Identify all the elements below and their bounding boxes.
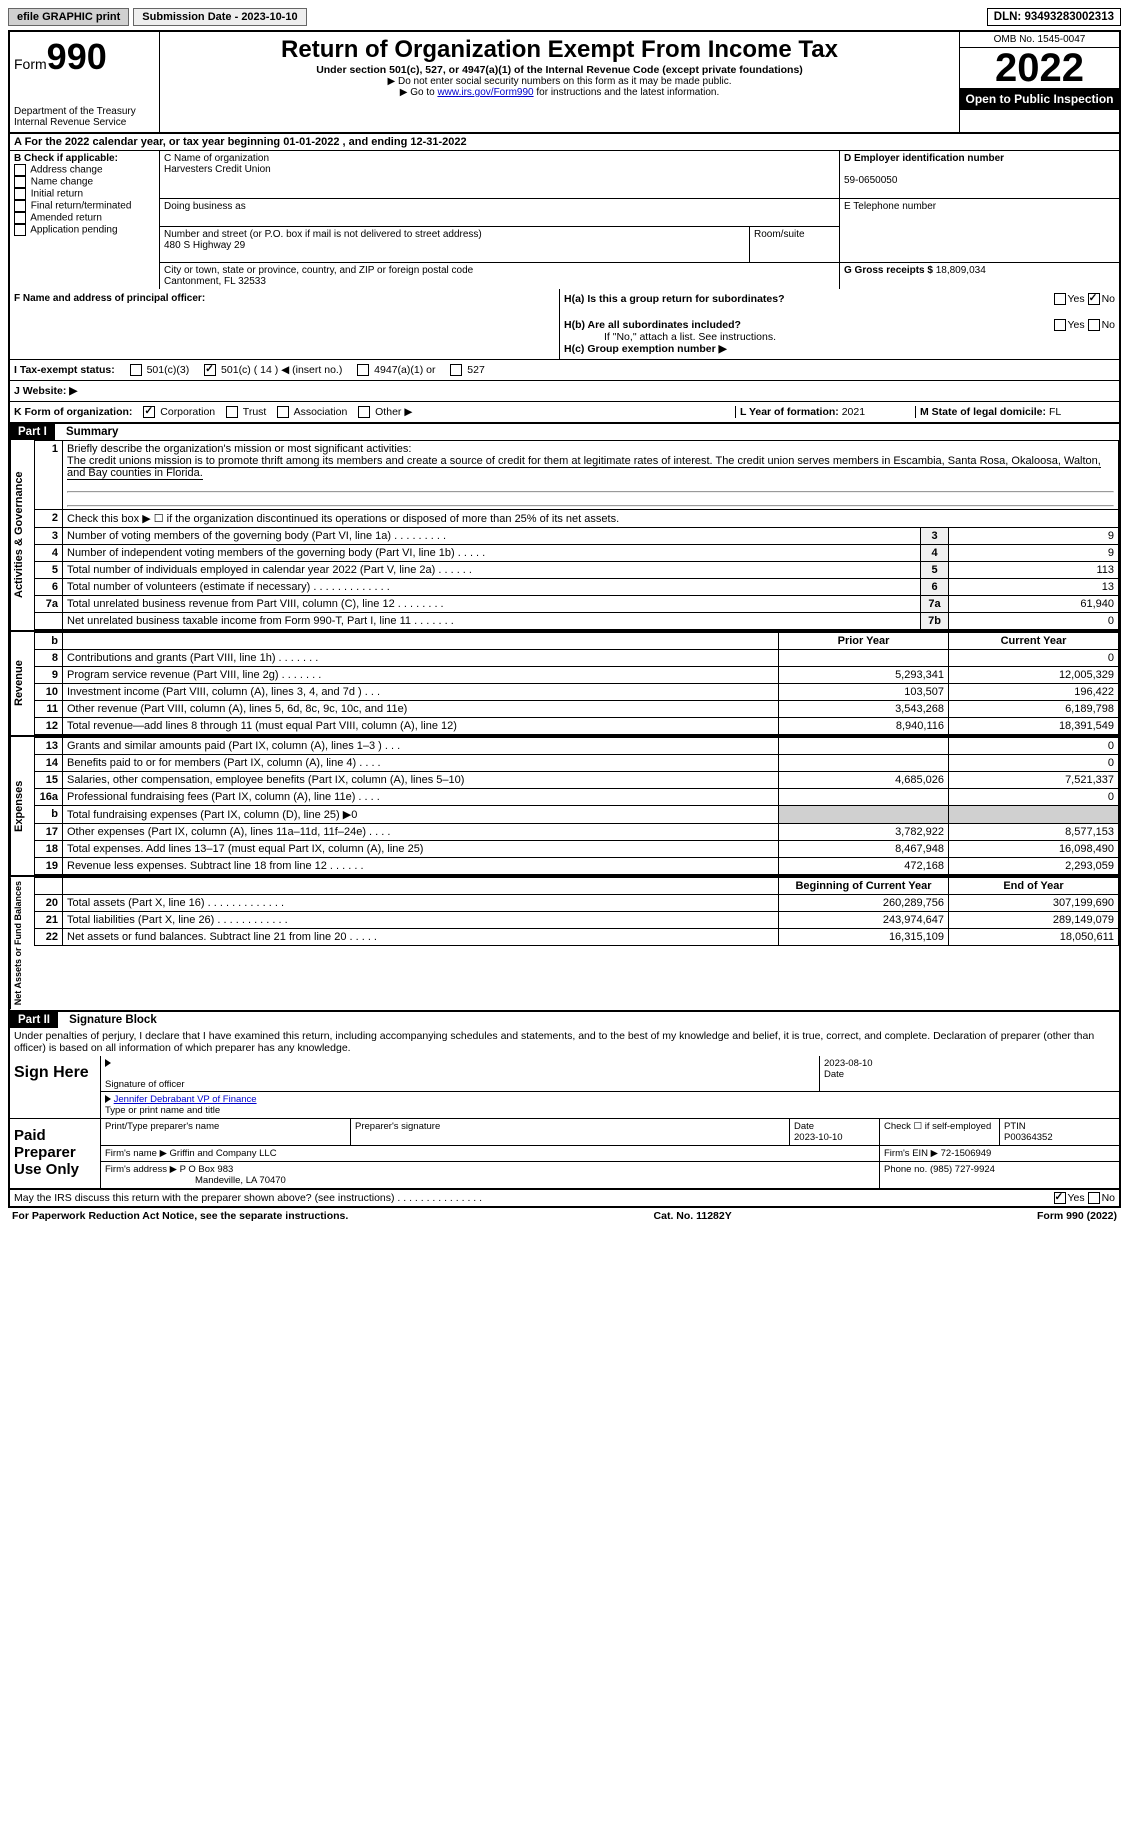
part1-title: Summary xyxy=(58,424,126,440)
part1-badge: Part I xyxy=(10,424,55,440)
tab-expenses: Expenses xyxy=(10,737,34,875)
paid-preparer-label: Paid Preparer Use Only xyxy=(10,1119,100,1188)
mission-text: The credit unions mission is to promote … xyxy=(67,455,1101,480)
efile-print-button[interactable]: efile GRAPHIC print xyxy=(8,8,129,26)
irs-link[interactable]: www.irs.gov/Form990 xyxy=(437,87,533,98)
box-b: B Check if applicable: Address change Na… xyxy=(10,151,160,289)
subtitle-3: ▶ Go to www.irs.gov/Form990 for instruct… xyxy=(164,87,955,98)
subtitle-1: Under section 501(c), 527, or 4947(a)(1)… xyxy=(164,64,955,76)
discuss-row: May the IRS discuss this return with the… xyxy=(10,1189,1119,1206)
line2: Check this box ▶ ☐ if the organization d… xyxy=(63,510,1119,528)
subtitle-2: ▶ Do not enter social security numbers o… xyxy=(164,76,955,87)
dln: DLN: 93493283002313 xyxy=(987,8,1121,26)
line-a: A For the 2022 calendar year, or tax yea… xyxy=(8,134,1121,151)
top-toolbar: efile GRAPHIC print Submission Date - 20… xyxy=(8,8,1121,26)
form-footer: Form 990 (2022) xyxy=(1037,1210,1117,1222)
part2-badge: Part II xyxy=(10,1012,58,1028)
form-title: Return of Organization Exempt From Incom… xyxy=(164,36,955,64)
sign-here-label: Sign Here xyxy=(10,1056,100,1118)
org-address: 480 S Highway 29 xyxy=(164,240,245,251)
perjury-text: Under penalties of perjury, I declare th… xyxy=(10,1028,1119,1056)
tab-activities: Activities & Governance xyxy=(10,440,34,630)
tab-revenue: Revenue xyxy=(10,632,34,735)
form-number: 990 xyxy=(47,36,107,77)
h-b-note: If "No," attach a list. See instructions… xyxy=(564,331,1115,343)
form-label: Form xyxy=(14,56,47,72)
org-city: Cantonment, FL 32533 xyxy=(164,276,266,287)
h-a: H(a) Is this a group return for subordin… xyxy=(564,293,785,305)
cat-no: Cat. No. 11282Y xyxy=(654,1210,732,1222)
org-name: Harvesters Credit Union xyxy=(164,164,271,175)
tax-year: 2022 xyxy=(960,48,1119,88)
irs-label: Internal Revenue Service xyxy=(14,117,155,128)
part2-title: Signature Block xyxy=(61,1012,165,1028)
h-b: H(b) Are all subordinates included? xyxy=(564,319,741,331)
h-c: H(c) Group exemption number ▶ xyxy=(564,343,727,355)
gross-receipts: 18,809,034 xyxy=(936,265,986,276)
website-label: J Website: ▶ xyxy=(14,385,77,397)
box-f: F Name and address of principal officer: xyxy=(10,289,560,359)
officer-name-link[interactable]: Jennifer Debrabant VP of Finance xyxy=(114,1094,257,1105)
open-inspection: Open to Public Inspection xyxy=(960,88,1119,110)
ein: 59-0650050 xyxy=(844,175,897,186)
tab-netassets: Net Assets or Fund Balances xyxy=(10,877,34,1009)
submission-date: Submission Date - 2023-10-10 xyxy=(133,8,306,26)
pra-notice: For Paperwork Reduction Act Notice, see … xyxy=(12,1210,348,1222)
dept-treasury: Department of the Treasury xyxy=(14,106,155,117)
form-header: Form990 Department of the Treasury Inter… xyxy=(8,30,1121,134)
